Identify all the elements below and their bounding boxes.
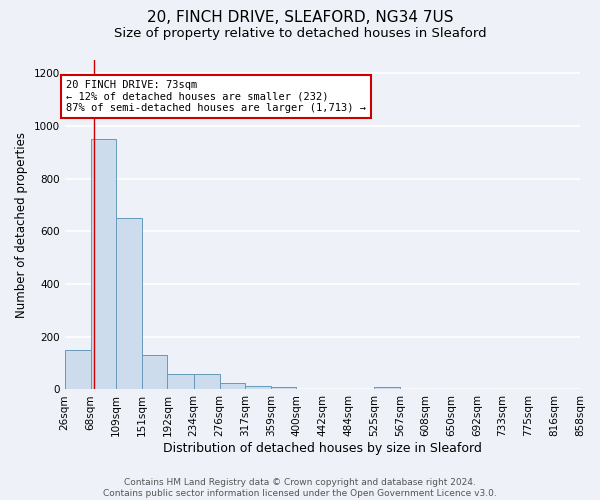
- Bar: [271, 387, 296, 390]
- Text: Contains HM Land Registry data © Crown copyright and database right 2024.
Contai: Contains HM Land Registry data © Crown c…: [103, 478, 497, 498]
- Bar: [91, 139, 116, 390]
- Bar: [116, 218, 142, 390]
- Bar: [245, 386, 271, 390]
- Text: 20 FINCH DRIVE: 73sqm
← 12% of detached houses are smaller (232)
87% of semi-det: 20 FINCH DRIVE: 73sqm ← 12% of detached …: [66, 80, 366, 113]
- Y-axis label: Number of detached properties: Number of detached properties: [15, 132, 28, 318]
- Bar: [65, 350, 91, 390]
- Bar: [374, 387, 400, 390]
- Bar: [220, 383, 245, 390]
- Bar: [142, 355, 167, 390]
- X-axis label: Distribution of detached houses by size in Sleaford: Distribution of detached houses by size …: [163, 442, 482, 455]
- Text: 20, FINCH DRIVE, SLEAFORD, NG34 7US: 20, FINCH DRIVE, SLEAFORD, NG34 7US: [147, 10, 453, 25]
- Bar: [167, 374, 193, 390]
- Bar: [193, 374, 220, 390]
- Text: Size of property relative to detached houses in Sleaford: Size of property relative to detached ho…: [113, 28, 487, 40]
